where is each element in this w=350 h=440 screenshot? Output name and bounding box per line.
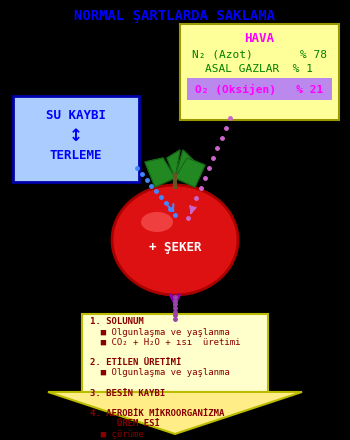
Ellipse shape [112, 185, 238, 295]
Text: NORMAL ŞARTLARDA SAKLAMA: NORMAL ŞARTLARDA SAKLAMA [75, 9, 275, 23]
Ellipse shape [141, 212, 173, 232]
Text: N₂ (Azot)       % 78: N₂ (Azot) % 78 [191, 50, 327, 60]
FancyBboxPatch shape [13, 96, 139, 182]
Text: + ŞEKER: + ŞEKER [149, 242, 201, 254]
Text: ÜREM ESİ: ÜREM ESİ [90, 419, 160, 429]
Text: ■ çürüme: ■ çürüme [90, 430, 144, 439]
FancyBboxPatch shape [187, 78, 332, 100]
Text: SU KAYBI: SU KAYBI [46, 110, 106, 122]
Text: TERLEME: TERLEME [50, 150, 102, 162]
Polygon shape [145, 158, 175, 187]
Text: ASAL GAZLAR  % 1: ASAL GAZLAR % 1 [205, 64, 313, 74]
Text: 3. BESİN KAYBI: 3. BESİN KAYBI [90, 389, 165, 398]
Text: ■ Olgunlaşma ve yaşlanma: ■ Olgunlaşma ve yaşlanma [90, 368, 230, 378]
Text: ↕: ↕ [69, 127, 83, 145]
Text: 1. SOLUNUM: 1. SOLUNUM [90, 318, 144, 326]
Polygon shape [48, 392, 302, 434]
Polygon shape [167, 150, 180, 178]
Polygon shape [175, 150, 195, 178]
Polygon shape [175, 158, 205, 187]
Text: O₂ (Oksijen)   % 21: O₂ (Oksijen) % 21 [195, 84, 323, 95]
Text: HAVA: HAVA [244, 33, 274, 45]
Text: ■ Olgunlaşma ve yaşlanma: ■ Olgunlaşma ve yaşlanma [90, 328, 230, 337]
Text: 4. AEROBİK MİKROORGANİZMA: 4. AEROBİK MİKROORGANİZMA [90, 409, 224, 418]
Text: ■ CO₂ + H₂O + ısı  üretimi: ■ CO₂ + H₂O + ısı üretimi [90, 338, 240, 347]
FancyBboxPatch shape [180, 24, 339, 120]
Text: 2. ETİLEN ÜRETİMİ: 2. ETİLEN ÜRETİMİ [90, 358, 181, 367]
Polygon shape [82, 314, 268, 392]
